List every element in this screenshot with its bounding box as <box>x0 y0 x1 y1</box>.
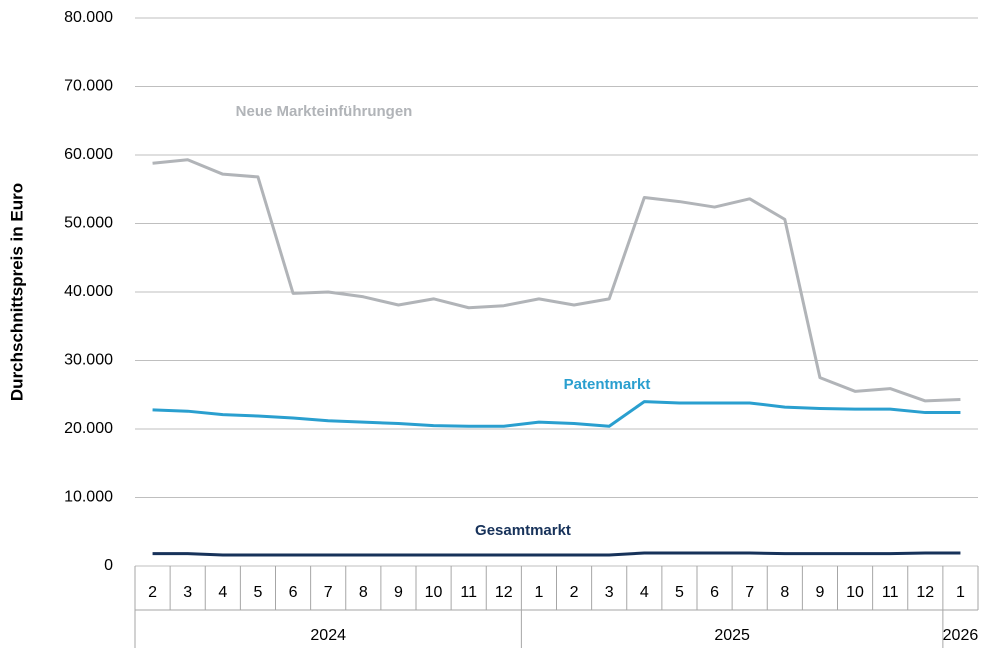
x-tick-label: 12 <box>916 584 934 601</box>
x-tick-label: 8 <box>780 584 789 601</box>
y-tick-label: 60.000 <box>64 146 113 163</box>
y-tick-label: 20.000 <box>64 420 113 437</box>
series-label: Neue Markteinführungen <box>236 103 413 120</box>
y-tick-label: 40.000 <box>64 283 113 300</box>
x-tick-label: 3 <box>605 584 614 601</box>
x-tick-label: 10 <box>425 584 443 601</box>
x-tick-label: 7 <box>324 584 333 601</box>
series-label: Patentmarkt <box>564 376 651 393</box>
x-tick-label: 8 <box>359 584 368 601</box>
x-tick-label: 6 <box>710 584 719 601</box>
x-tick-label: 5 <box>675 584 684 601</box>
y-tick-label: 10.000 <box>64 489 113 506</box>
x-tick-label: 3 <box>183 584 192 601</box>
year-label: 2026 <box>943 627 979 644</box>
x-tick-label: 11 <box>460 584 477 601</box>
x-tick-label: 12 <box>495 584 513 601</box>
y-tick-label: 80.000 <box>64 9 113 26</box>
x-tick-label: 9 <box>815 584 824 601</box>
x-tick-label: 11 <box>882 584 899 601</box>
y-tick-label: 70.000 <box>64 78 113 95</box>
x-tick-label: 7 <box>745 584 754 601</box>
y-tick-label: 30.000 <box>64 352 113 369</box>
x-tick-label: 1 <box>534 584 543 601</box>
series-label: Gesamtmarkt <box>475 522 571 539</box>
y-tick-label: 0 <box>104 557 113 574</box>
series-line <box>152 400 961 428</box>
x-tick-label: 1 <box>956 584 965 601</box>
x-tick-label: 9 <box>394 584 403 601</box>
x-tick-label: 6 <box>289 584 298 601</box>
x-tick-label: 5 <box>253 584 262 601</box>
x-tick-label: 4 <box>218 584 227 601</box>
y-axis-label: Durchschnittspreis in Euro <box>7 183 26 401</box>
x-tick-label: 10 <box>846 584 864 601</box>
x-tick-label: 4 <box>640 584 649 601</box>
y-tick-label: 50.000 <box>64 215 113 232</box>
year-label: 2025 <box>714 627 750 644</box>
x-tick-label: 2 <box>570 584 579 601</box>
series-line <box>152 551 961 557</box>
x-tick-label: 2 <box>148 584 157 601</box>
year-label: 2024 <box>310 627 346 644</box>
series-line <box>152 158 961 403</box>
